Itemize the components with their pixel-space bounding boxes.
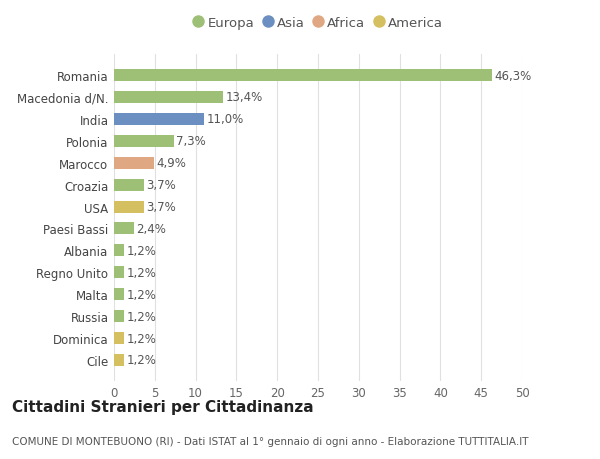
Legend: Europa, Asia, Africa, America: Europa, Asia, Africa, America bbox=[189, 13, 447, 34]
Bar bbox=[114, 223, 134, 235]
Bar bbox=[114, 70, 492, 82]
Text: 1,2%: 1,2% bbox=[126, 332, 156, 345]
Text: 3,7%: 3,7% bbox=[146, 201, 176, 213]
Text: 1,2%: 1,2% bbox=[126, 266, 156, 279]
Text: 1,2%: 1,2% bbox=[126, 288, 156, 301]
Text: 1,2%: 1,2% bbox=[126, 310, 156, 323]
Bar bbox=[114, 114, 204, 126]
Text: Cittadini Stranieri per Cittadinanza: Cittadini Stranieri per Cittadinanza bbox=[12, 399, 314, 414]
Text: COMUNE DI MONTEBUONO (RI) - Dati ISTAT al 1° gennaio di ogni anno - Elaborazione: COMUNE DI MONTEBUONO (RI) - Dati ISTAT a… bbox=[12, 436, 529, 446]
Bar bbox=[114, 92, 223, 104]
Text: 11,0%: 11,0% bbox=[206, 113, 244, 126]
Bar bbox=[114, 135, 173, 147]
Bar bbox=[114, 245, 124, 257]
Bar bbox=[114, 267, 124, 279]
Bar bbox=[114, 201, 144, 213]
Text: 1,2%: 1,2% bbox=[126, 353, 156, 367]
Text: 4,9%: 4,9% bbox=[157, 157, 187, 170]
Text: 1,2%: 1,2% bbox=[126, 244, 156, 257]
Bar bbox=[114, 354, 124, 366]
Bar bbox=[114, 179, 144, 191]
Text: 3,7%: 3,7% bbox=[146, 179, 176, 192]
Text: 46,3%: 46,3% bbox=[494, 69, 532, 83]
Bar bbox=[114, 332, 124, 344]
Text: 2,4%: 2,4% bbox=[136, 223, 166, 235]
Bar bbox=[114, 289, 124, 301]
Text: 13,4%: 13,4% bbox=[226, 91, 263, 104]
Bar bbox=[114, 310, 124, 322]
Text: 7,3%: 7,3% bbox=[176, 135, 206, 148]
Bar bbox=[114, 157, 154, 169]
